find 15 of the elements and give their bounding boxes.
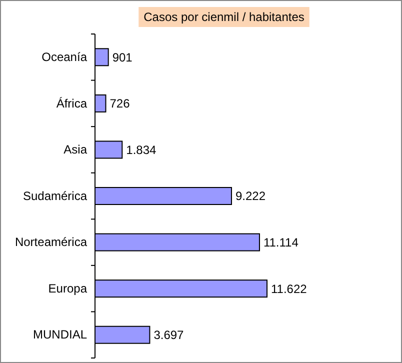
data-label: 3.697 bbox=[154, 328, 184, 342]
y-tick-label: MUNDIAL bbox=[32, 328, 88, 342]
data-label: 11.622 bbox=[271, 282, 308, 296]
chart-title: Casos por cienmil / habitantes bbox=[144, 10, 304, 24]
y-tick-label: África bbox=[56, 96, 88, 110]
data-label: 9.222 bbox=[235, 189, 266, 204]
data-label: 1.834 bbox=[126, 142, 156, 157]
data-label: 11.114 bbox=[263, 235, 299, 250]
y-tick-label: Norteamérica bbox=[14, 235, 88, 250]
y-tick-label: Europa bbox=[48, 281, 88, 296]
y-tick-label: Asia bbox=[64, 142, 88, 157]
data-label: 726 bbox=[110, 96, 130, 111]
y-tick-label: Oceanía bbox=[42, 50, 88, 64]
y-tick-label: Sudamérica bbox=[22, 188, 88, 203]
data-label: 901 bbox=[112, 50, 133, 64]
